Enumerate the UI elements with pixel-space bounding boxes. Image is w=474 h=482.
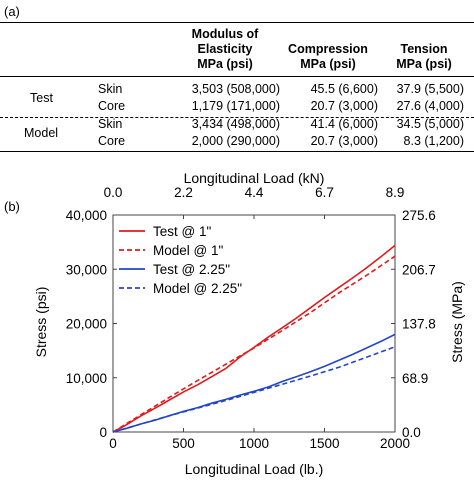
header-tension-line1: Tension bbox=[400, 42, 448, 56]
series-line-2 bbox=[112, 255, 396, 433]
x2-tick-label: 6.7 bbox=[315, 185, 334, 200]
tension-value: 27.6 (4,000) bbox=[396, 99, 464, 113]
table-bottom-border bbox=[0, 151, 474, 152]
compression-value: 41.4 (6,000) bbox=[310, 117, 378, 131]
tension-value: 37.9 (5,500) bbox=[396, 82, 464, 96]
group-separator bbox=[0, 117, 474, 118]
panel-a-label: (a) bbox=[4, 4, 20, 19]
layer-label: Skin bbox=[98, 82, 123, 96]
x2-tick-label: 0.0 bbox=[104, 185, 123, 200]
panel-b-label: (b) bbox=[4, 199, 20, 214]
legend-label-2: Model @ 1" bbox=[153, 243, 223, 258]
header-compression-line1: Compression bbox=[288, 42, 368, 56]
group-label-model: Model bbox=[24, 126, 59, 140]
tension-value: 34.5 (5,000) bbox=[396, 117, 464, 131]
x2-tick-label: 8.9 bbox=[386, 185, 405, 200]
x-tick-label: 1000 bbox=[239, 436, 269, 451]
header-tension-line2: MPa (psi) bbox=[396, 57, 452, 71]
layer-label: Core bbox=[98, 99, 126, 113]
plot-frame bbox=[112, 214, 396, 433]
y-axis-title: Stress (psi) bbox=[33, 287, 49, 358]
compression-value: 20.7 (3,000) bbox=[310, 134, 378, 148]
series-line-4 bbox=[112, 346, 396, 433]
x2-tick-label: 4.4 bbox=[245, 185, 264, 200]
header-modulus-line3: MPa (psi) bbox=[197, 57, 253, 71]
table-top-border bbox=[0, 22, 474, 23]
y2-tick-label: 68.9 bbox=[402, 371, 428, 386]
y2-tick-label: 137.8 bbox=[402, 317, 436, 332]
x-tick-label: 2000 bbox=[380, 436, 410, 451]
compression-value: 20.7 (3,000) bbox=[310, 99, 378, 113]
header-tension: Tension MPa (psi) bbox=[378, 42, 470, 72]
x2-tick-label: 2.2 bbox=[174, 185, 193, 200]
legend-label-1: Test @ 1" bbox=[153, 224, 211, 239]
y-tick-label: 0 bbox=[99, 425, 107, 440]
header-modulus-line2: Elasticity bbox=[197, 42, 253, 56]
x-axis-title: Longitudinal Load (lb.) bbox=[185, 461, 324, 477]
header-bottom-border bbox=[0, 76, 474, 77]
y2-tick-label: 206.7 bbox=[402, 262, 436, 277]
header-modulus: Modulus of Elasticity MPa (psi) bbox=[165, 27, 285, 72]
series-line-1 bbox=[112, 244, 396, 433]
header-compression: Compression MPa (psi) bbox=[278, 42, 378, 72]
group-label-test: Test bbox=[30, 91, 53, 105]
y-tick-label: 30,000 bbox=[66, 262, 107, 277]
modulus-value: 3,503 (508,000) bbox=[191, 82, 280, 96]
legend-label-3: Test @ 2.25" bbox=[153, 262, 230, 277]
x-tick-label: 0 bbox=[109, 436, 117, 451]
tension-value: 8.3 (1,200) bbox=[403, 134, 464, 148]
y-tick-label: 10,000 bbox=[66, 371, 107, 386]
x-tick-label: 1500 bbox=[309, 436, 339, 451]
modulus-value: 2,000 (290,000) bbox=[191, 134, 280, 148]
legend-label-4: Model @ 2.25" bbox=[153, 281, 242, 296]
x2-axis-title: Longitudinal Load (kN) bbox=[184, 170, 325, 186]
y-tick-label: 40,000 bbox=[66, 208, 107, 223]
compression-value: 45.5 (6,600) bbox=[310, 82, 378, 96]
y2-tick-label: 275.6 bbox=[402, 208, 436, 223]
header-modulus-line1: Modulus of bbox=[191, 27, 259, 41]
layer-label: Skin bbox=[98, 117, 123, 131]
layer-label: Core bbox=[98, 134, 126, 148]
modulus-value: 3,434 (498,000) bbox=[191, 117, 280, 131]
modulus-value: 1,179 (171,000) bbox=[191, 99, 280, 113]
y2-axis-title: Stress (MPa) bbox=[449, 281, 465, 363]
header-compression-line2: MPa (psi) bbox=[300, 57, 356, 71]
series-line-3 bbox=[112, 333, 396, 433]
y2-tick-label: 0.0 bbox=[402, 425, 421, 440]
x-tick-label: 500 bbox=[172, 436, 195, 451]
y-tick-label: 20,000 bbox=[66, 317, 107, 332]
